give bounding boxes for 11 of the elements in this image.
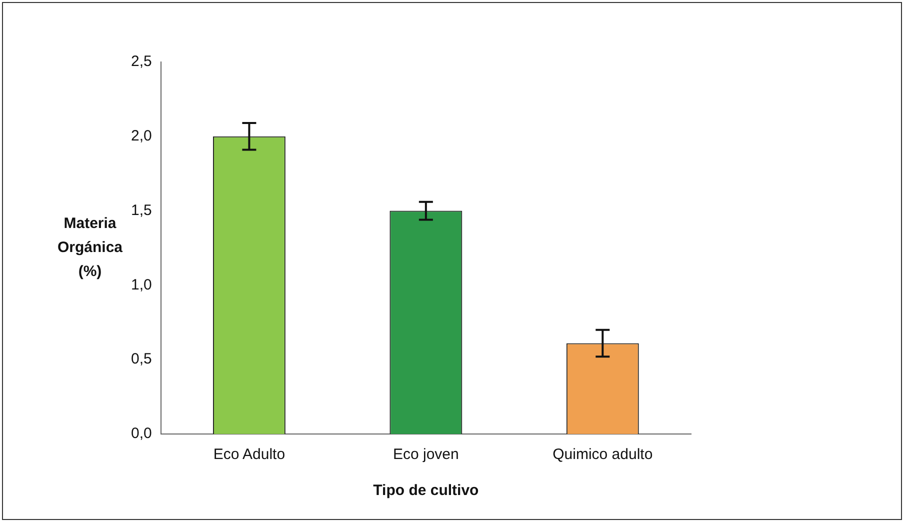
- y-tick-label: 1,5: [130, 202, 152, 219]
- y-tick-label: 1,0: [130, 276, 152, 294]
- y-tick-label: 2,0: [130, 128, 152, 145]
- y-tick-label: 2,5: [130, 53, 152, 70]
- x-tick-label: Eco Adulto: [213, 446, 286, 464]
- x-tick-label: Eco joven: [392, 446, 459, 464]
- x-tick-label: Quimico adulto: [552, 446, 653, 464]
- y-axis-title: Materia Orgánica (%): [57, 215, 124, 280]
- x-axis-title: Tipo de cultivo: [373, 482, 479, 500]
- y-tick-label: 0,5: [130, 350, 152, 368]
- y-tick-label: 0,0: [130, 425, 152, 442]
